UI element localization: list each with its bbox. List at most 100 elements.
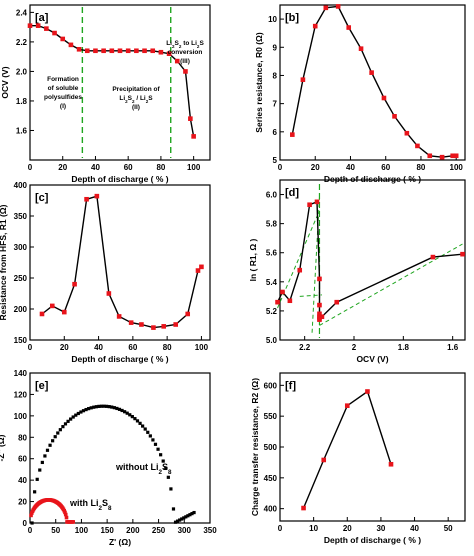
data-point	[317, 311, 322, 317]
data-point	[89, 406, 93, 410]
data-point	[199, 264, 204, 270]
plot-frame	[29, 372, 211, 524]
data-point	[453, 153, 459, 159]
data-point	[439, 154, 445, 160]
panel-tag: [b]	[285, 12, 299, 24]
x-tick-label: 50	[51, 526, 60, 535]
x-axis-label: Depth of discharge ( % )	[71, 174, 168, 184]
data-point	[142, 48, 147, 54]
data-point	[358, 46, 364, 51]
x-tick-label: 1.8	[398, 343, 410, 352]
y-axis-label: Resistance from HFS, R1 (Ω)	[0, 204, 8, 320]
data-point	[151, 438, 155, 442]
data-point	[76, 411, 80, 416]
data-point	[87, 407, 91, 411]
data-point	[427, 153, 433, 159]
data-point	[381, 95, 387, 101]
x-tick-label: 2	[352, 343, 357, 352]
x-tick-label: 300	[178, 526, 192, 535]
x-tick-label: 0	[278, 163, 283, 172]
y-tick-label: 450	[264, 474, 278, 483]
data-point	[138, 421, 142, 425]
series-line	[276, 200, 463, 320]
series-line	[41, 195, 202, 329]
data-point	[84, 407, 88, 412]
data-point	[106, 291, 112, 296]
x-axis-label: Depth of discharge ( % )	[71, 354, 168, 364]
data-point	[290, 132, 295, 137]
x-tick-label: 50	[444, 524, 453, 533]
x-tick-label: 20	[60, 343, 69, 352]
x-tick-label: 200	[126, 526, 140, 535]
panel-a: 0 20 40 60 80 100 1.6 1.8 2.0 2.2 2.4 [a] Depth of d…	[0, 4, 211, 184]
data-point	[60, 36, 66, 42]
data-point	[312, 23, 318, 29]
y-tick-label: 150	[14, 336, 28, 345]
y-tick-label: 100	[14, 412, 28, 421]
panel-c: 0 20 40 60 80 100 150 200 250 300 350 400 [c] Depth o…	[0, 181, 211, 364]
data-point	[173, 322, 179, 327]
x-tick-label: 0	[28, 163, 33, 172]
data-point	[101, 48, 106, 54]
x-tick-label: 80	[156, 163, 165, 172]
data-point	[63, 512, 68, 517]
x-tick-label: 100	[450, 163, 464, 172]
y-tick-label: 60	[18, 455, 27, 464]
data-point	[115, 406, 119, 411]
x-tick-label: 40	[346, 163, 355, 172]
annotation-text: polysulfides	[44, 94, 82, 101]
x-tick-label: 60	[381, 163, 390, 172]
data-point	[94, 193, 100, 199]
data-point	[99, 404, 104, 408]
data-point	[301, 505, 306, 511]
data-point	[334, 299, 340, 305]
data-point	[151, 325, 156, 330]
data-point	[84, 48, 90, 54]
data-point	[53, 435, 57, 439]
y-tick-label: 1.6	[16, 126, 28, 135]
data-point	[33, 490, 37, 494]
data-point	[109, 48, 115, 54]
data-point	[169, 487, 173, 491]
data-point	[45, 448, 50, 452]
x-tick-label: 80	[163, 343, 172, 352]
y-tick-label: 500	[264, 443, 278, 452]
data-point	[74, 413, 78, 417]
y-tick-label: 20	[18, 498, 27, 507]
data-point	[68, 42, 74, 48]
x-tick-label: 2.2	[299, 343, 311, 352]
data-point	[156, 447, 160, 451]
legend-label-with: with Li2S8	[69, 498, 112, 512]
y-tick-label: 5.4	[266, 278, 278, 287]
data-point	[415, 143, 420, 149]
data-point	[174, 58, 180, 64]
series-line	[302, 390, 392, 509]
y-tick-label: 40	[18, 476, 27, 485]
data-point	[123, 410, 127, 414]
panel-tag: [a]	[35, 12, 49, 24]
data-point	[35, 23, 41, 28]
annotation-text: (II)	[132, 104, 140, 111]
y-tick-label: 8	[273, 71, 278, 80]
data-point	[29, 513, 33, 518]
annotation-text: of soluble	[48, 85, 79, 92]
y-tick-label: 300	[14, 243, 28, 252]
data-point	[52, 30, 57, 36]
annotation-text: Li2S2 / Li2S	[119, 95, 153, 104]
y-tick-label: 5.2	[266, 307, 278, 316]
y-axis-label: -Z'' (Ω)	[0, 434, 6, 461]
data-point	[134, 48, 139, 54]
data-point	[110, 405, 114, 409]
data-point	[71, 520, 75, 524]
x-tick-label: 40	[410, 524, 419, 533]
data-point	[188, 116, 193, 121]
data-point	[63, 422, 68, 426]
data-point	[51, 439, 55, 443]
x-tick-label: 100	[195, 343, 209, 352]
data-point	[188, 513, 192, 517]
y-axis-label: OCV (V)	[0, 66, 10, 98]
data-point	[116, 314, 122, 319]
y-tick-label: 250	[14, 274, 28, 283]
y-tick-label: 6.0	[266, 191, 278, 200]
data-point	[184, 515, 188, 519]
